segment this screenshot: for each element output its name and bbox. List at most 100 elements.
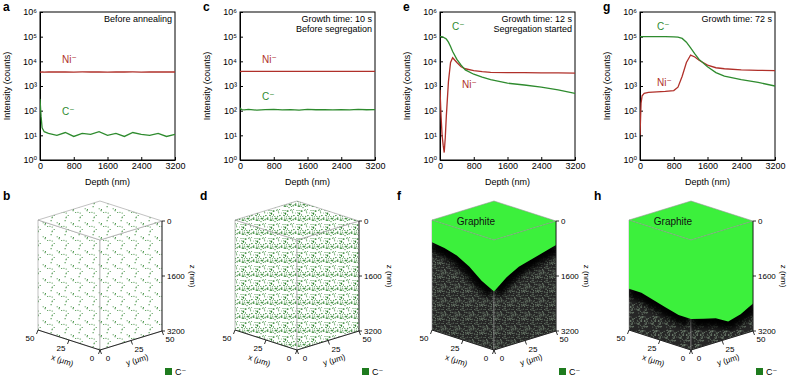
figure: 080016002400320010⁰10¹10²10³10⁴10⁵10⁶Dep… bbox=[0, 0, 792, 386]
y-axis-tick-label: 25 bbox=[529, 345, 538, 354]
y-axis: 10⁰10¹10²10³10⁴10⁵10⁶ bbox=[623, 7, 643, 165]
panel-label: a bbox=[3, 0, 10, 14]
legend-label: C⁻ bbox=[175, 367, 186, 377]
z-axis-tick-label: 0 bbox=[758, 217, 763, 226]
volume-panel: Graphite0255002550016003200x (μm)y (μm)z… bbox=[594, 189, 788, 377]
y-axis-tick-mark bbox=[40, 61, 43, 62]
x-axis-tick-label: 3200 bbox=[165, 161, 185, 171]
series-line bbox=[40, 99, 175, 137]
x-axis-tick-label: 1600 bbox=[298, 161, 318, 171]
x-axis-line bbox=[629, 330, 691, 350]
cube-axes: 0255002550016003200x (μm)y (μm)z (nm) bbox=[223, 217, 394, 369]
volume-panel: 0255002550016003200x (μm)y (μm)z (nm)C⁻d bbox=[200, 189, 394, 377]
x-axis-title: Depth (nm) bbox=[285, 177, 330, 187]
x-axis-tick-mark bbox=[68, 340, 70, 344]
z-axis-tick-label: 1600 bbox=[758, 272, 776, 281]
x-axis-tick-label: 0 bbox=[681, 354, 686, 363]
series-line bbox=[440, 37, 575, 94]
y-axis-tick: 10⁰ bbox=[23, 155, 43, 165]
annotation: Segregation started bbox=[493, 24, 572, 34]
x-axis: 0800160024003200 bbox=[638, 157, 786, 171]
x-axis-tick-label: 0 bbox=[638, 161, 643, 171]
y-axis-line bbox=[100, 331, 162, 350]
x-axis-tick-label: 0 bbox=[438, 161, 443, 171]
x-axis-title: Depth (nm) bbox=[85, 177, 130, 187]
x-axis-tick-label: 50 bbox=[26, 334, 35, 343]
cube-face bbox=[235, 220, 297, 350]
series-label: C⁻ bbox=[62, 106, 75, 117]
y-axis-tick-label: 10¹ bbox=[624, 131, 637, 141]
y-axis-title: Intensity (counts) bbox=[402, 52, 412, 121]
x-axis-tick: 800 bbox=[467, 157, 482, 171]
y-axis-tick-mark bbox=[640, 86, 643, 87]
panel-label: h bbox=[594, 189, 601, 203]
y-axis-tick-mark bbox=[640, 61, 643, 62]
series-label: C⁻ bbox=[452, 21, 465, 32]
y-axis-tick-mark bbox=[440, 160, 443, 161]
y-axis-tick-label: 10³ bbox=[624, 81, 637, 91]
y-axis-tick-mark bbox=[440, 12, 443, 13]
x-axis-tick-mark bbox=[431, 330, 433, 334]
line-panel: 080016002400320010⁰10¹10²10³10⁴10⁵10⁶Dep… bbox=[602, 0, 786, 187]
x-axis-tick-mark bbox=[674, 157, 675, 160]
panel-label: g bbox=[603, 0, 610, 14]
y-axis-tick-label: 0 bbox=[106, 354, 111, 363]
x-axis-tick-label: 1600 bbox=[698, 161, 718, 171]
y-axis-tick-label: 10⁰ bbox=[223, 155, 237, 165]
z-axis-tick-mark bbox=[753, 276, 756, 277]
y-axis-tick: 10³ bbox=[24, 81, 43, 91]
x-axis-tick-mark bbox=[541, 157, 542, 160]
z-axis-tick-mark bbox=[359, 221, 362, 222]
z-axis-tick-mark bbox=[162, 276, 165, 277]
x-axis-tick-mark bbox=[74, 157, 75, 160]
series-label: Ni⁻ bbox=[262, 54, 277, 65]
z-axis-tick-label: 0 bbox=[561, 217, 566, 226]
y-axis-tick-label: 10⁴ bbox=[223, 57, 237, 67]
line-panel: 080016002400320010⁰10¹10²10³10⁴10⁵10⁶Dep… bbox=[402, 0, 586, 187]
x-axis-tick-label: 0 bbox=[287, 354, 292, 363]
y-axis-tick-mark bbox=[240, 37, 243, 38]
y-axis-tick-mark bbox=[297, 350, 299, 354]
x-axis-tick: 800 bbox=[667, 157, 682, 171]
legend-label: C⁻ bbox=[766, 367, 777, 377]
y-axis-tick-label: 10⁰ bbox=[23, 155, 37, 165]
y-axis-tick-label: 10³ bbox=[424, 81, 437, 91]
plot-area bbox=[640, 37, 775, 136]
y-axis-tick-label: 10⁰ bbox=[423, 155, 437, 165]
y-axis-tick-label: 10⁵ bbox=[423, 32, 437, 42]
cube-face bbox=[297, 221, 359, 350]
y-axis-tick-mark bbox=[240, 111, 243, 112]
plot-frame bbox=[640, 12, 775, 160]
x-axis-tick-label: 800 bbox=[467, 161, 482, 171]
x-axis-tick-mark bbox=[628, 330, 630, 334]
x-axis-line bbox=[432, 330, 494, 350]
cube-axes: 0255002550016003200x (μm)y (μm)z (nm) bbox=[420, 217, 591, 369]
y-axis-tick: 10⁶ bbox=[23, 7, 43, 17]
x-axis-tick-mark bbox=[141, 157, 142, 160]
x-axis-tick: 2400 bbox=[332, 157, 352, 171]
x-axis-tick-label: 3200 bbox=[365, 161, 385, 171]
y-axis-title: y (μm) bbox=[519, 352, 544, 367]
legend-label: C⁻ bbox=[372, 367, 383, 377]
x-axis-title: x (μm) bbox=[641, 353, 666, 369]
y-axis-tick: 10¹ bbox=[24, 131, 43, 141]
y-axis-tick-mark bbox=[162, 331, 164, 335]
y-axis-tick: 10⁶ bbox=[423, 7, 443, 17]
annotation: Graphite bbox=[654, 216, 693, 227]
legend-item: C⁻ bbox=[559, 367, 580, 377]
plot-frame bbox=[440, 12, 575, 160]
y-axis-tick: 10⁶ bbox=[623, 7, 643, 17]
y-axis-tick-mark bbox=[131, 341, 133, 345]
x-axis-tick-label: 1600 bbox=[98, 161, 118, 171]
y-axis-tick-label: 10⁵ bbox=[623, 32, 637, 42]
line-panel: 080016002400320010⁰10¹10²10³10⁴10⁵10⁶Dep… bbox=[202, 0, 386, 187]
y-axis-tick: 10³ bbox=[224, 81, 243, 91]
z-axis-tick-label: 3200 bbox=[364, 327, 382, 336]
z-axis-tick-mark bbox=[359, 331, 362, 332]
z-axis-tick-mark bbox=[556, 221, 559, 222]
y-axis-tick-label: 10¹ bbox=[224, 131, 237, 141]
x-axis-tick: 2400 bbox=[732, 157, 752, 171]
z-axis-tick-mark bbox=[556, 276, 559, 277]
y-axis-tick-label: 10¹ bbox=[424, 131, 437, 141]
x-axis-tick-label: 50 bbox=[617, 334, 626, 343]
